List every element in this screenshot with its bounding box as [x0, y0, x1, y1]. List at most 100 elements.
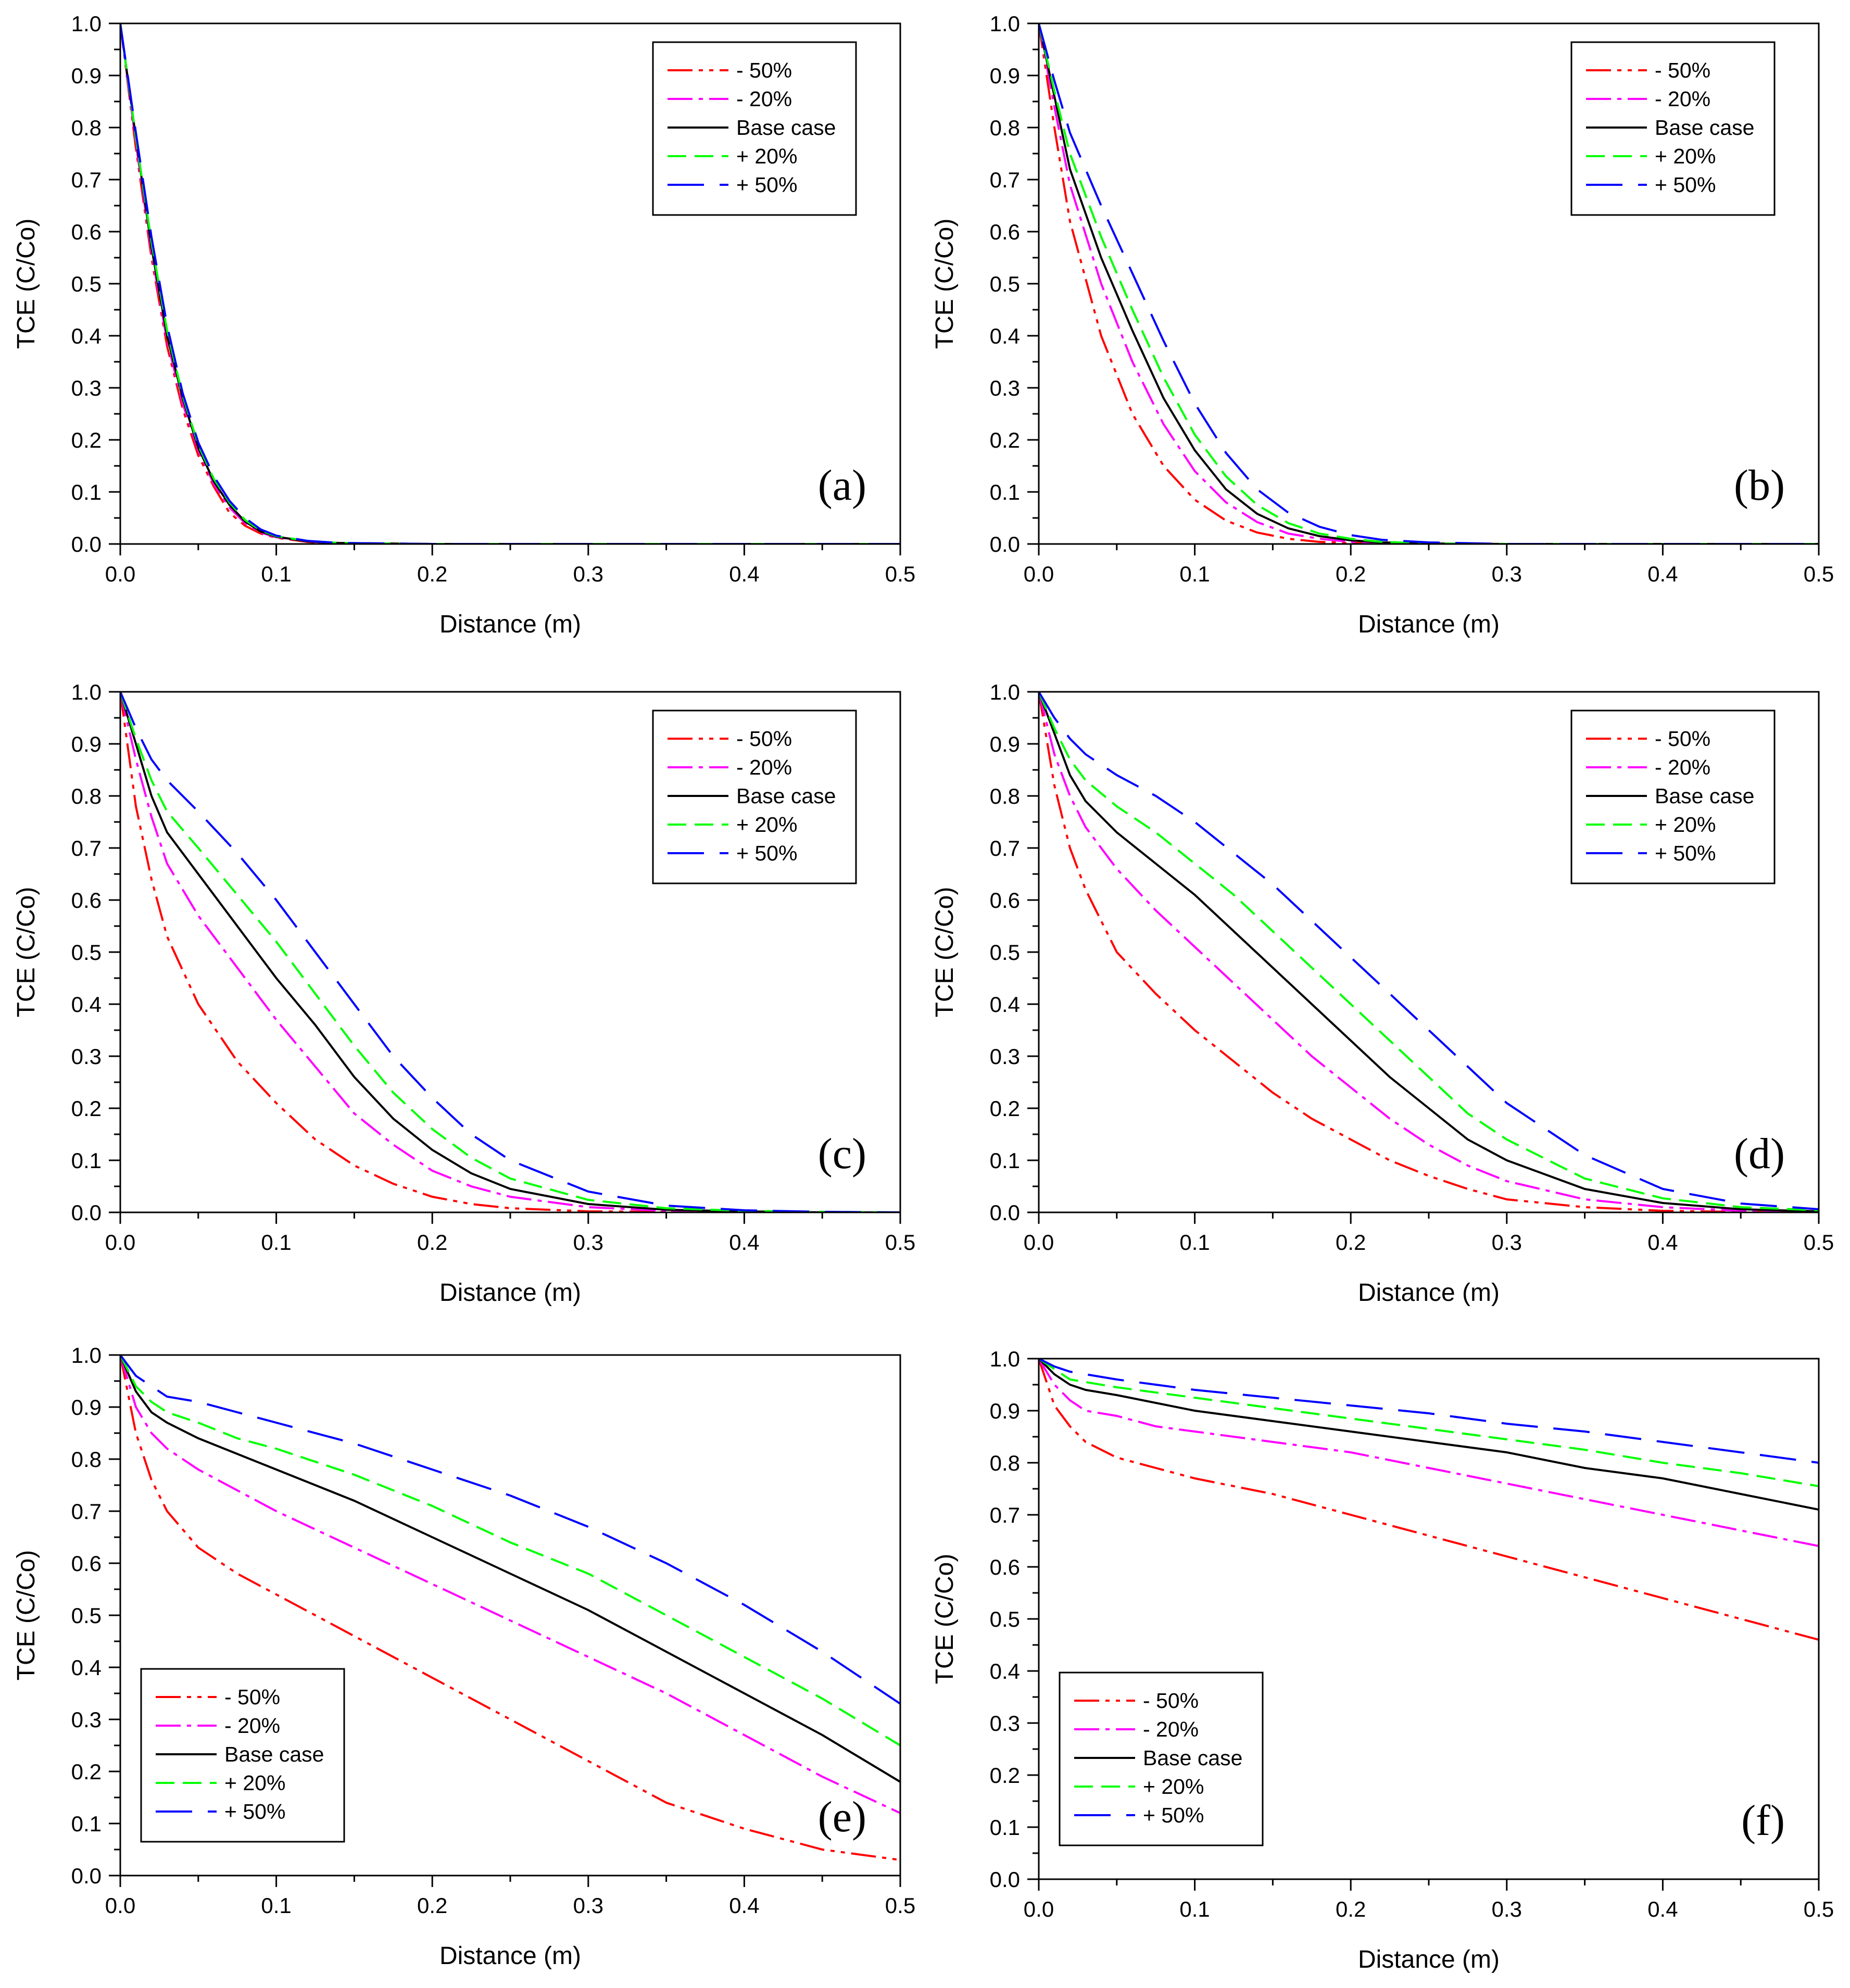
- y-axis-title: TCE (C/Co): [12, 1550, 40, 1681]
- legend-label-1: - 50%: [224, 1685, 280, 1709]
- y-tick-label: 0.3: [990, 376, 1020, 400]
- y-tick-label: 1.0: [71, 680, 102, 704]
- y-axis-title: TCE (C/Co): [12, 219, 40, 349]
- y-tick-label: 0.7: [71, 836, 102, 860]
- legend-label-1: - 50%: [1143, 1689, 1199, 1713]
- x-tick-label: 0.1: [1179, 562, 1210, 586]
- y-tick-label: 0.8: [990, 1451, 1020, 1475]
- y-tick-label: 1.0: [990, 11, 1020, 36]
- x-tick-label: 0.3: [573, 1230, 603, 1255]
- y-tick-label: 0.6: [990, 1555, 1020, 1579]
- y-tick-label: 0.4: [71, 1655, 102, 1680]
- y-tick-label: 0.2: [990, 1763, 1020, 1788]
- panel-label: (f): [1741, 1796, 1785, 1845]
- y-tick-label: 0.9: [990, 732, 1020, 756]
- x-tick-label: 0.0: [1024, 1230, 1054, 1255]
- series-line-2: [1039, 692, 1819, 1212]
- x-tick-label: 0.2: [417, 1893, 447, 1918]
- y-tick-label: 0.5: [990, 940, 1020, 965]
- legend-label-2: - 20%: [1143, 1717, 1199, 1741]
- y-axis-title: TCE (C/Co): [931, 1554, 959, 1685]
- x-tick-label: 0.3: [573, 1893, 603, 1918]
- y-tick-label: 0.0: [71, 1864, 102, 1888]
- series-line-3: [1039, 692, 1819, 1212]
- legend: - 50% - 20% Base case + 20% + 50%: [652, 710, 857, 884]
- legend: - 50% - 20% Base case + 20% + 50%: [652, 41, 857, 216]
- x-tick-label: 0.5: [1804, 1897, 1834, 1921]
- legend-label-5: + 50%: [1143, 1803, 1204, 1827]
- x-tick-label: 0.2: [417, 1230, 447, 1255]
- y-tick-label: 0.6: [990, 888, 1020, 913]
- legend-label-3: Base case: [224, 1742, 324, 1766]
- panel-1: 0.0 0.1 0.2 0.3 0.4 0.5 0.0 0.1 0.2 0.3 0.4 0.5 0.6 0…: [931, 11, 1834, 638]
- x-axis-title: Distance (m): [1358, 611, 1500, 638]
- x-tick-label: 0.3: [1492, 1897, 1522, 1921]
- y-tick-label: 0.8: [990, 116, 1020, 140]
- y-tick-label: 0.7: [71, 1499, 102, 1524]
- y-tick-label: 0.7: [990, 1503, 1020, 1527]
- series-line-4: [1039, 1359, 1819, 1487]
- y-tick-label: 0.6: [71, 220, 102, 244]
- panel-4: 0.0 0.1 0.2 0.3 0.4 0.5 0.0 0.1 0.2 0.3 0.4 0.5 0.6 0…: [12, 1343, 915, 1970]
- y-tick-label: 0.5: [71, 272, 102, 296]
- y-tick-label: 0.2: [990, 1096, 1020, 1121]
- legend-label-3: Base case: [1655, 116, 1754, 140]
- x-tick-label: 0.5: [885, 1230, 915, 1255]
- series-line-1: [120, 23, 900, 544]
- y-tick-label: 1.0: [990, 680, 1020, 704]
- panel-3: 0.0 0.1 0.2 0.3 0.4 0.5 0.0 0.1 0.2 0.3 0.4 0.5 0.6 0…: [931, 680, 1834, 1307]
- y-tick-label: 0.4: [71, 992, 102, 1017]
- series-line-5: [1039, 1359, 1819, 1464]
- x-tick-label: 0.2: [1336, 1897, 1366, 1921]
- x-axis-title: Distance (m): [439, 1942, 581, 1970]
- legend-label-4: + 20%: [1655, 144, 1716, 168]
- y-tick-label: 0.6: [71, 1551, 102, 1576]
- panel-2: 0.0 0.1 0.2 0.3 0.4 0.5 0.0 0.1 0.2 0.3 0.4 0.5 0.6 0…: [12, 680, 915, 1307]
- x-tick-label: 0.1: [1179, 1230, 1210, 1255]
- series-line-1: [1039, 1359, 1819, 1641]
- series-line-3: [120, 1355, 900, 1783]
- series-line-2: [120, 1355, 900, 1814]
- x-tick-label: 0.1: [261, 1893, 291, 1918]
- y-tick-label: 0.2: [990, 428, 1020, 452]
- x-axis-title: Distance (m): [439, 1279, 581, 1307]
- legend-label-2: - 20%: [1655, 755, 1710, 779]
- x-tick-label: 0.1: [261, 1230, 291, 1255]
- y-tick-label: 0.5: [990, 272, 1020, 296]
- x-tick-label: 0.0: [1024, 1897, 1054, 1921]
- x-tick-label: 0.5: [1804, 1230, 1834, 1255]
- y-tick-label: 0.1: [990, 480, 1020, 504]
- y-tick-label: 0.8: [71, 1447, 102, 1472]
- legend: - 50% - 20% Base case + 20% + 50%: [1570, 41, 1776, 216]
- legend-label-3: Base case: [736, 116, 836, 140]
- legend-label-4: + 20%: [736, 144, 797, 168]
- y-tick-label: 0.9: [71, 732, 102, 756]
- legend-label-3: Base case: [736, 784, 836, 808]
- y-tick-label: 0.0: [990, 1867, 1020, 1892]
- y-tick-label: 0.9: [990, 64, 1020, 88]
- series-line-5: [120, 692, 900, 1212]
- y-tick-label: 0.6: [71, 888, 102, 913]
- panel-label: (a): [818, 461, 866, 510]
- y-tick-label: 0.3: [71, 1044, 102, 1069]
- panel-0: 0.0 0.1 0.2 0.3 0.4 0.5 0.0 0.1 0.2 0.3 0.4 0.5 0.6 0…: [12, 11, 915, 638]
- y-tick-label: 0.4: [990, 324, 1020, 348]
- y-tick-label: 1.0: [990, 1347, 1020, 1371]
- y-tick-label: 0.5: [990, 1607, 1020, 1631]
- legend-label-5: + 50%: [224, 1800, 285, 1824]
- legend-label-5: + 50%: [736, 841, 797, 865]
- y-tick-label: 0.6: [990, 220, 1020, 244]
- x-tick-label: 0.5: [885, 1893, 915, 1918]
- x-tick-label: 0.0: [1024, 562, 1054, 586]
- series-line-2: [1039, 23, 1819, 544]
- y-tick-label: 0.1: [71, 480, 102, 504]
- legend-label-5: + 50%: [1655, 173, 1716, 197]
- panel-label: (d): [1734, 1130, 1785, 1178]
- x-tick-label: 0.3: [1492, 1230, 1522, 1255]
- y-tick-label: 0.7: [990, 168, 1020, 192]
- y-tick-label: 0.9: [71, 64, 102, 88]
- legend-label-4: + 20%: [1143, 1775, 1204, 1799]
- y-tick-label: 0.4: [990, 1659, 1020, 1683]
- series-line-4: [1039, 692, 1819, 1211]
